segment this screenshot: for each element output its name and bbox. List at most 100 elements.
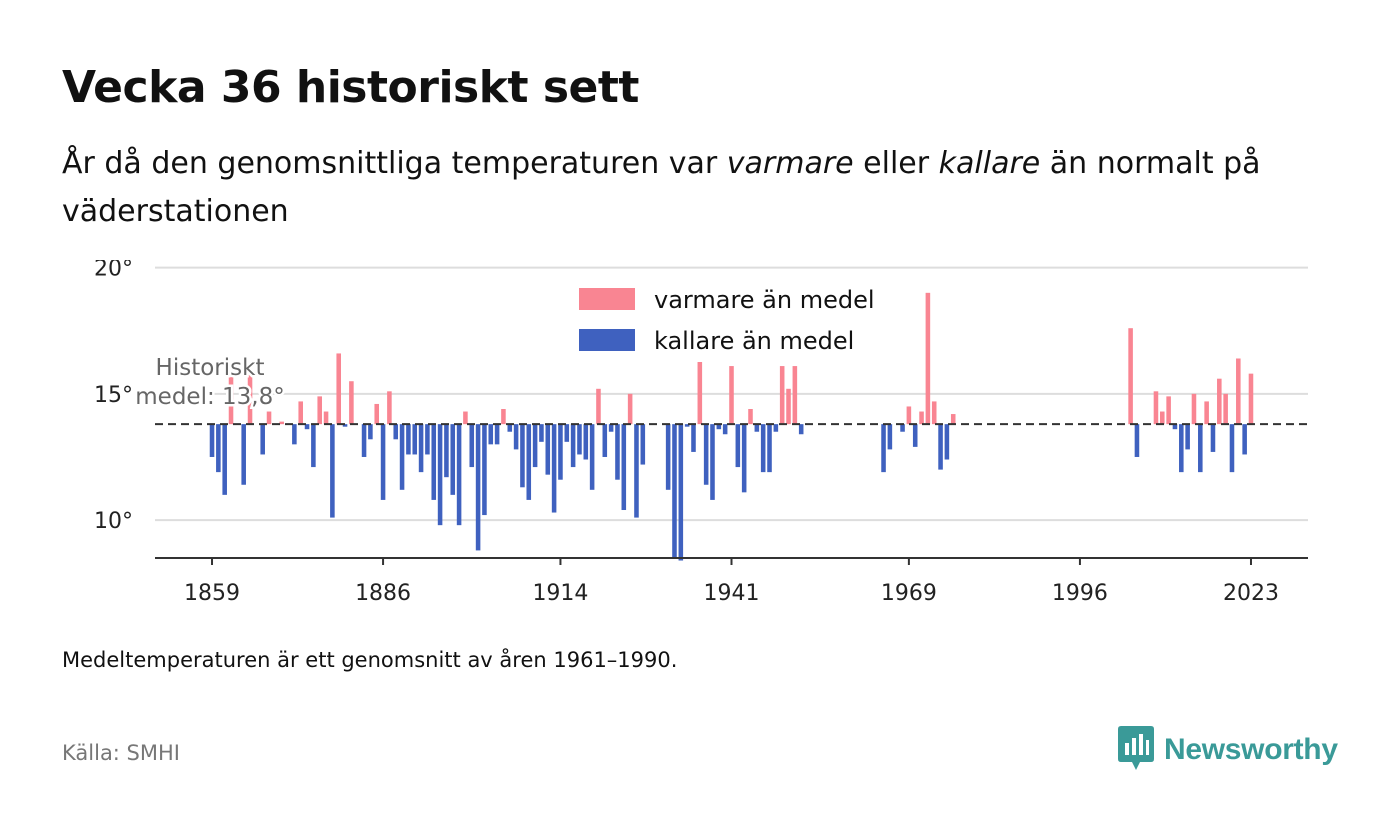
bar-cold [380, 424, 386, 500]
bar-cold [640, 424, 646, 465]
bar-cold [912, 424, 918, 447]
bar-cold [773, 424, 779, 432]
bar-warm [298, 401, 303, 425]
x-tick-label: 2023 [1223, 581, 1279, 606]
footnote: Medeltemperaturen är ett genomsnitt av å… [62, 648, 678, 672]
bar-cold [539, 424, 544, 442]
bar-warm [1153, 391, 1159, 425]
bar-cold [1185, 424, 1190, 450]
bar-cold [437, 424, 443, 526]
bar-warm [906, 406, 912, 425]
bar-warm [317, 396, 322, 425]
bar-cold [482, 424, 487, 516]
bar-cold [507, 424, 513, 432]
bar-warm [374, 403, 380, 425]
bar-cold [1210, 424, 1216, 452]
bar-cold [684, 424, 690, 427]
bar-warm [463, 411, 468, 425]
x-tick-label: 1969 [881, 581, 937, 606]
y-tick-label: 15° [94, 383, 133, 408]
bar-cold [260, 424, 265, 455]
bar-cold [311, 424, 316, 468]
subtitle-warm-word: varmare [726, 146, 854, 181]
bar-cold [1198, 424, 1203, 473]
bar-cold [431, 424, 437, 500]
bar-cold [798, 424, 804, 435]
bar-warm [1236, 358, 1241, 425]
bar-cold [602, 424, 608, 457]
bar-cold [418, 424, 424, 473]
x-tick-label: 1996 [1052, 581, 1108, 606]
x-tick-label: 1914 [532, 581, 588, 606]
bar-cold [330, 424, 335, 518]
bar-cold [887, 424, 893, 450]
bar-warm [786, 388, 791, 425]
legend-label-cold: kallare än medel [654, 327, 854, 355]
page-title: Vecka 36 historiskt sett [62, 62, 639, 113]
x-tick-label: 1941 [704, 581, 760, 606]
bar-cold [475, 424, 481, 551]
bar-cold [241, 424, 246, 485]
x-tick-label: 1859 [184, 581, 240, 606]
bar-warm [779, 366, 785, 425]
bar-warm [266, 411, 272, 425]
legend-swatch-cold [579, 329, 635, 351]
x-axis-ticks: 1859 1886 1914 1941 1969 1996 2023 [184, 558, 1279, 606]
subtitle-text-3: än normalt på väderstationen [62, 146, 1261, 229]
bar-cold [1179, 424, 1184, 473]
bar-cold [393, 424, 399, 440]
bar-cold [608, 424, 614, 432]
bar-cold [710, 424, 715, 500]
bar-warm [1160, 411, 1165, 425]
bar-cold [678, 424, 684, 561]
bar-warm [729, 366, 734, 425]
bar-cold [741, 424, 747, 493]
bar-warm [1223, 393, 1228, 425]
legend: varmare än medel kallare än medel [567, 282, 897, 362]
bar-cold [577, 424, 582, 455]
bar-cold [944, 424, 950, 460]
bar-warm [501, 409, 506, 425]
bar-warm [323, 411, 329, 425]
bar-warm [748, 409, 753, 425]
bar-cold [216, 424, 221, 473]
subtitle-cold-word: kallare [938, 146, 1041, 181]
bar-cold [361, 424, 367, 457]
bar-cold [938, 424, 943, 470]
baseline-annotation: Historiskt medel: 13,8° [133, 353, 287, 413]
bar-warm [596, 388, 601, 425]
bar-warm [950, 414, 956, 425]
bar-cold [520, 424, 525, 488]
bar-warm [627, 393, 633, 425]
bar-cold [881, 424, 886, 473]
bar-cold [564, 424, 570, 442]
bar-cold [1242, 424, 1247, 455]
brand-name: Newsworthy [1164, 733, 1338, 766]
bar-cold [342, 424, 348, 427]
bar-cold [754, 424, 760, 432]
bar-cold [735, 424, 741, 468]
bar-cold [450, 424, 456, 495]
bar-warm [925, 292, 931, 425]
source-credit: Källa: SMHI [62, 741, 180, 765]
bar-cold [900, 424, 905, 432]
bar-warm [1166, 396, 1171, 425]
bar-cold [703, 424, 709, 485]
bar-cold [551, 424, 557, 513]
bar-cold [558, 424, 563, 480]
y-tick-label: 10° [94, 509, 133, 534]
bar-cold [545, 424, 551, 475]
temperature-bar-chart: 10° 15° 20° 1859 1886 1914 1941 1969 1996 2023 H… [94, 260, 1308, 606]
bar-warm [1204, 401, 1209, 425]
bar-warm [1128, 328, 1133, 425]
bar-cold [665, 424, 671, 490]
bar-warm [279, 421, 284, 425]
bar-warm [1191, 393, 1197, 425]
bar-cold [488, 424, 494, 445]
bar-warm [931, 401, 937, 425]
bar-cold [292, 424, 297, 445]
bar-cold [222, 424, 227, 495]
subtitle-text-1: År då den genomsnittliga temperaturen va… [62, 146, 727, 181]
bar-cold [368, 424, 373, 440]
bar-warm [336, 353, 341, 425]
